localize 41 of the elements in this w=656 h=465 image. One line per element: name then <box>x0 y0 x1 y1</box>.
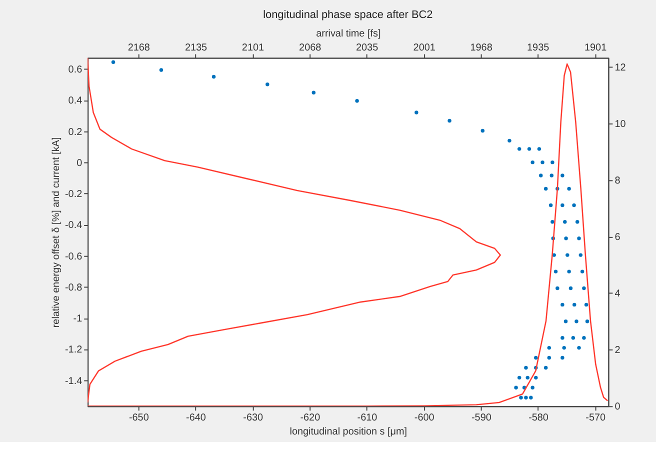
y-tick-label: 0.4 <box>68 96 83 107</box>
x2-tick-label: 2035 <box>356 42 379 54</box>
x-tick-label: -610 <box>357 412 378 424</box>
x2-axis-title: arrival time [fs] <box>316 28 381 40</box>
x2-tick-label: 2068 <box>299 42 322 54</box>
y-tick-label: -1.2 <box>65 344 83 356</box>
y-tick-label: -0.8 <box>65 282 83 294</box>
y-tick-label: 0 <box>76 158 83 169</box>
y2-tick-label: 12 <box>614 62 626 74</box>
y-tick-label: 0.6 <box>68 64 83 76</box>
y-tick-label: -1 <box>73 314 83 325</box>
x-tick-label: -630 <box>243 412 264 424</box>
y-tick-label: -0.2 <box>65 189 83 200</box>
x2-tick-label: 2135 <box>184 42 208 54</box>
y2-tick-label: 6 <box>614 232 621 243</box>
x-tick-label: -620 <box>300 412 321 424</box>
x-tick-label: -570 <box>586 412 606 424</box>
x-axis-title: longitudinal position s [μm] <box>290 426 408 438</box>
x2-tick-label: 2001 <box>413 42 436 54</box>
y-tick-label: -0.4 <box>65 220 83 232</box>
y2-tick-label: 4 <box>614 288 621 300</box>
x2-tick-label: 1935 <box>527 42 550 54</box>
x2-tick-label: 1968 <box>470 42 493 54</box>
x-tick-label: -580 <box>528 412 549 424</box>
y-tick-label: 0.2 <box>68 126 83 138</box>
x-tick-label: -650 <box>128 412 150 424</box>
y-axis-title: relative energy offset δ [%] and current [kA] <box>51 137 62 328</box>
x2-tick-label: 2168 <box>128 42 150 54</box>
line-series <box>88 58 501 404</box>
x-tick-label: -600 <box>414 412 435 424</box>
x2-tick-label: 2101 <box>242 42 264 54</box>
y2-tick-label: 0 <box>614 402 621 413</box>
y2-tick-label: 10 <box>614 118 626 130</box>
x-tick-label: -640 <box>186 412 206 424</box>
x-tick-label: -590 <box>471 412 492 424</box>
y2-tick-label: 8 <box>614 175 621 186</box>
y2-tick-label: 2 <box>614 345 621 356</box>
y-tick-label: -1.4 <box>65 376 83 387</box>
x2-tick-label: 1901 <box>584 42 608 54</box>
y-tick-label: -0.6 <box>65 251 83 262</box>
chart-title: longitudinal phase space after BC2 <box>263 8 433 21</box>
